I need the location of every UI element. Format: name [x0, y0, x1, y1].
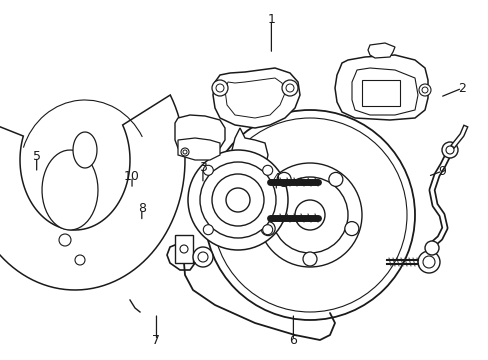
Circle shape: [75, 255, 85, 265]
Circle shape: [262, 225, 272, 235]
Text: 5: 5: [33, 150, 41, 163]
Polygon shape: [175, 115, 224, 152]
Polygon shape: [351, 68, 417, 115]
Polygon shape: [361, 80, 399, 106]
Text: 4: 4: [272, 172, 280, 185]
Polygon shape: [213, 68, 299, 128]
Circle shape: [183, 150, 186, 154]
Polygon shape: [178, 138, 220, 160]
Circle shape: [445, 146, 453, 154]
Circle shape: [193, 247, 213, 267]
Circle shape: [180, 245, 187, 253]
Polygon shape: [175, 235, 193, 263]
Circle shape: [261, 222, 275, 235]
Text: 2: 2: [457, 82, 465, 95]
Text: 10: 10: [124, 170, 140, 183]
Circle shape: [258, 163, 361, 267]
Polygon shape: [231, 128, 267, 170]
Polygon shape: [0, 95, 184, 290]
Circle shape: [212, 174, 264, 226]
Circle shape: [344, 222, 358, 235]
Polygon shape: [42, 150, 98, 230]
Circle shape: [294, 200, 325, 230]
Circle shape: [216, 84, 224, 92]
Polygon shape: [367, 43, 394, 58]
Circle shape: [424, 241, 438, 255]
Polygon shape: [334, 55, 427, 120]
Circle shape: [200, 162, 275, 238]
Circle shape: [204, 110, 414, 320]
Text: 1: 1: [267, 13, 275, 26]
Text: 8: 8: [138, 202, 145, 215]
Circle shape: [271, 177, 347, 253]
Text: 9: 9: [438, 165, 446, 177]
Circle shape: [421, 87, 427, 93]
Circle shape: [282, 80, 297, 96]
Circle shape: [285, 84, 293, 92]
Circle shape: [203, 165, 213, 175]
Circle shape: [198, 252, 207, 262]
Circle shape: [262, 165, 272, 175]
Circle shape: [422, 256, 434, 268]
Text: 6: 6: [289, 334, 297, 347]
Polygon shape: [73, 132, 97, 168]
Circle shape: [225, 188, 249, 212]
Circle shape: [181, 148, 189, 156]
Circle shape: [59, 234, 71, 246]
Circle shape: [212, 80, 227, 96]
Circle shape: [277, 172, 290, 186]
Text: 3: 3: [199, 161, 206, 174]
Circle shape: [187, 150, 287, 250]
Circle shape: [328, 172, 342, 186]
Circle shape: [203, 225, 213, 235]
Circle shape: [441, 142, 457, 158]
Polygon shape: [224, 78, 285, 118]
Text: 7: 7: [152, 334, 160, 347]
Circle shape: [418, 84, 430, 96]
Circle shape: [417, 251, 439, 273]
Circle shape: [303, 252, 316, 266]
